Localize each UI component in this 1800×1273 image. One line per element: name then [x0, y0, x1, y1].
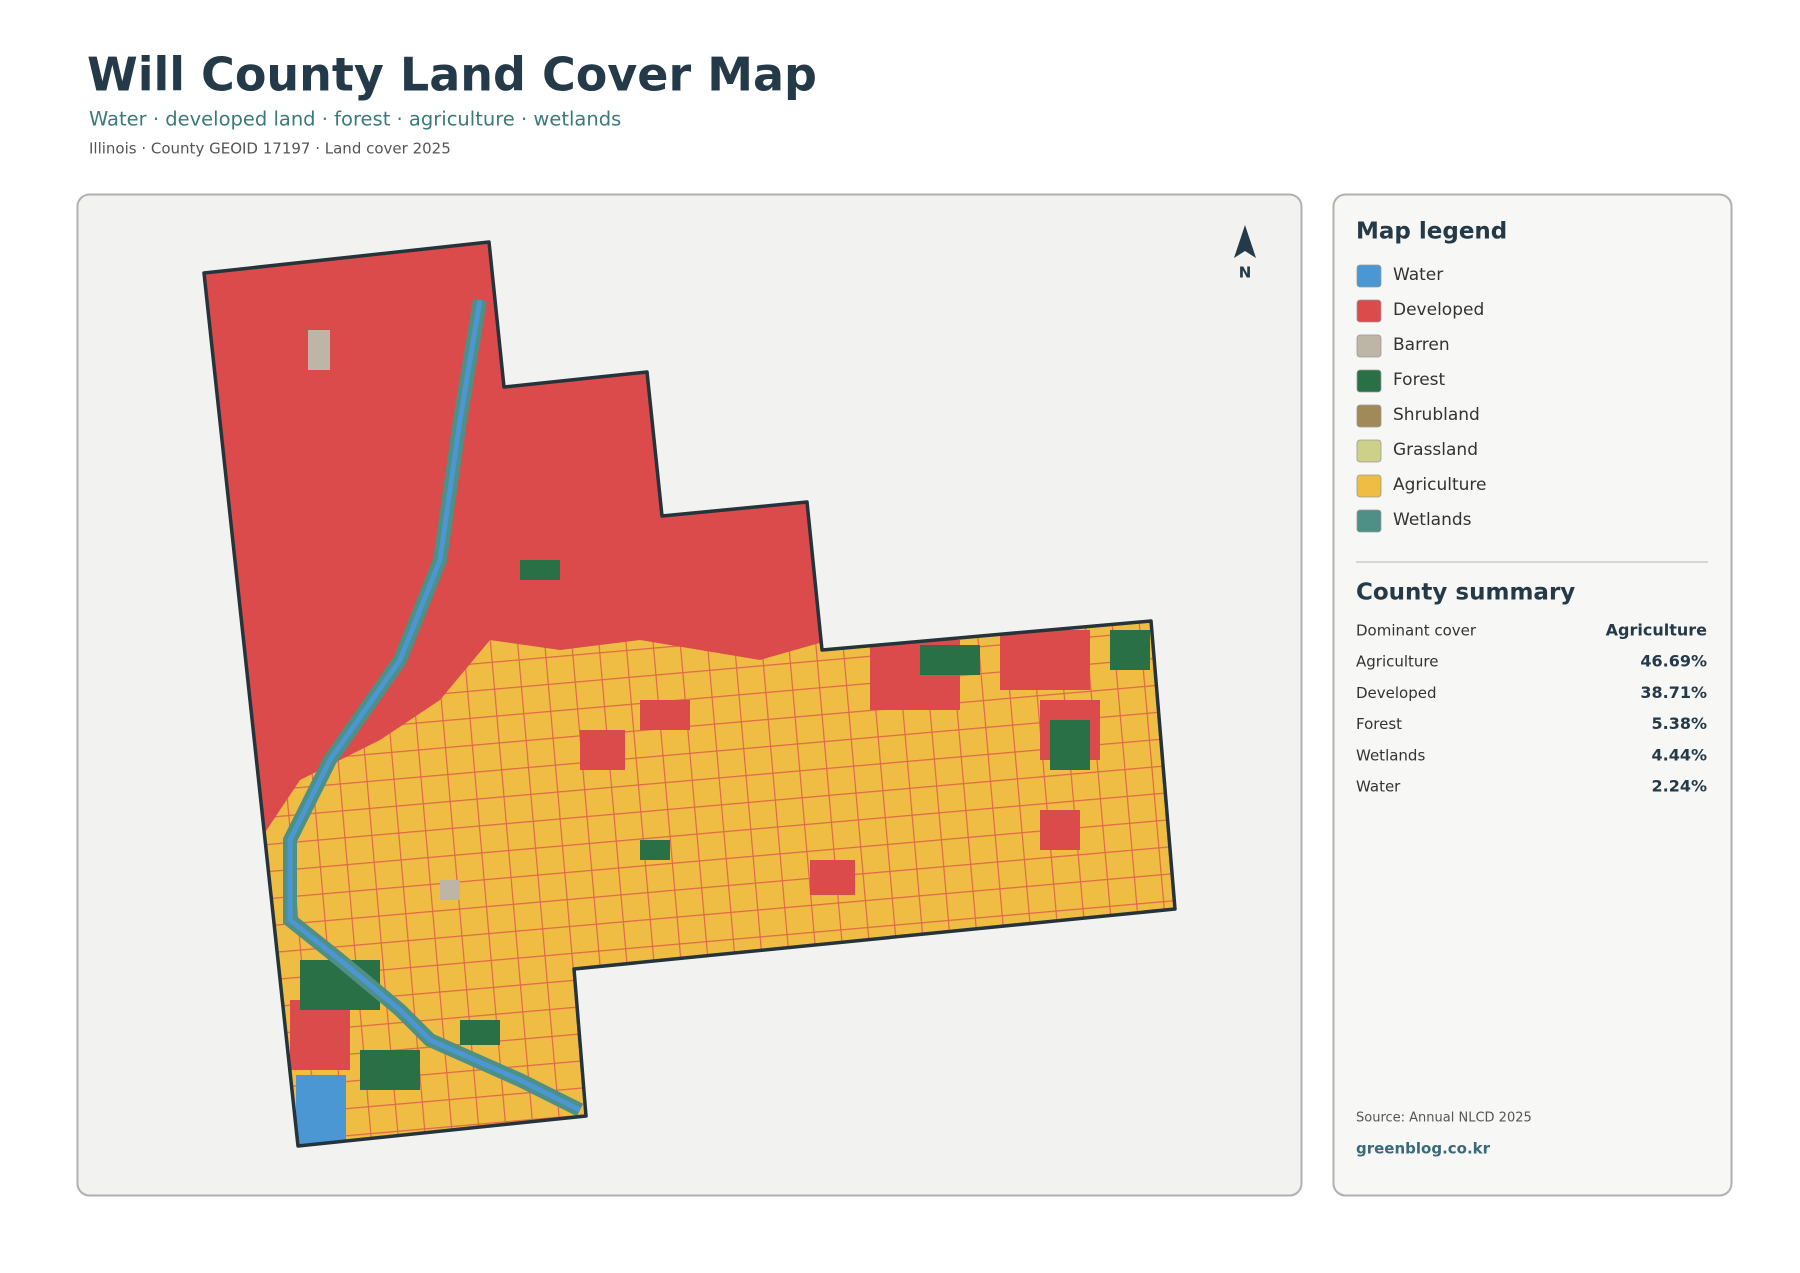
forest-patches: [300, 560, 1150, 1090]
title: Will County Land Cover Map: [87, 48, 817, 102]
legend-swatch: [1356, 509, 1382, 533]
meta: Illinois · County GEOID 17197 · Land cov…: [89, 140, 451, 158]
summary-label: Developed: [1356, 684, 1437, 702]
summary-value: Agriculture: [1606, 621, 1708, 640]
legend-label: Water: [1393, 265, 1443, 285]
legend-swatch: [1356, 334, 1382, 358]
summary-label: Agriculture: [1356, 653, 1439, 671]
summary-value: 4.44%: [1651, 745, 1707, 764]
summary-label: Wetlands: [1356, 746, 1425, 764]
summary-table: Dominant cover Agriculture Agriculture 46.6…: [1356, 621, 1707, 796]
barren-patch: [308, 330, 330, 370]
summary-value: 2.24%: [1651, 777, 1707, 796]
north-arrow: [1234, 225, 1256, 258]
barren-patch: [440, 880, 460, 900]
legend-label: Wetlands: [1393, 510, 1472, 530]
legend-label: Barren: [1393, 335, 1450, 355]
summary-label: Forest: [1356, 715, 1402, 733]
summary-value: 46.69%: [1640, 652, 1707, 671]
legend-label: Shrubland: [1393, 405, 1480, 425]
legend-title: Map legend: [1356, 219, 1507, 245]
summary-title: County summary: [1356, 580, 1575, 606]
side-panel: [1332, 193, 1733, 1197]
source: Source: Annual NLCD 2025: [1356, 1111, 1532, 1126]
legend-swatch: [1356, 369, 1382, 393]
summary-label: Water: [1356, 778, 1401, 796]
legend-label: Developed: [1393, 300, 1484, 320]
legend-swatch: [1356, 474, 1382, 498]
legend: Water Developed Barren Forest Shrubland Grass…: [1356, 264, 1487, 533]
legend-swatch: [1356, 264, 1382, 288]
legend-label: Grassland: [1393, 440, 1478, 460]
county-boundary: [202, 240, 1177, 1148]
legend-label: Agriculture: [1393, 475, 1487, 495]
north-label: N: [1239, 264, 1252, 282]
legend-swatch: [1356, 404, 1382, 428]
lake: [296, 1075, 346, 1145]
summary-label: Dominant cover: [1356, 622, 1477, 640]
subtitle: Water · developed land · forest · agricu…: [89, 108, 621, 131]
site: greenblog.co.kr: [1356, 1140, 1491, 1158]
summary-value: 38.71%: [1640, 683, 1707, 702]
river: [287, 299, 582, 1113]
summary-value: 5.38%: [1651, 714, 1707, 733]
legend-label: Forest: [1393, 370, 1446, 390]
legend-swatch: [1356, 299, 1382, 323]
legend-swatch: [1356, 439, 1382, 463]
